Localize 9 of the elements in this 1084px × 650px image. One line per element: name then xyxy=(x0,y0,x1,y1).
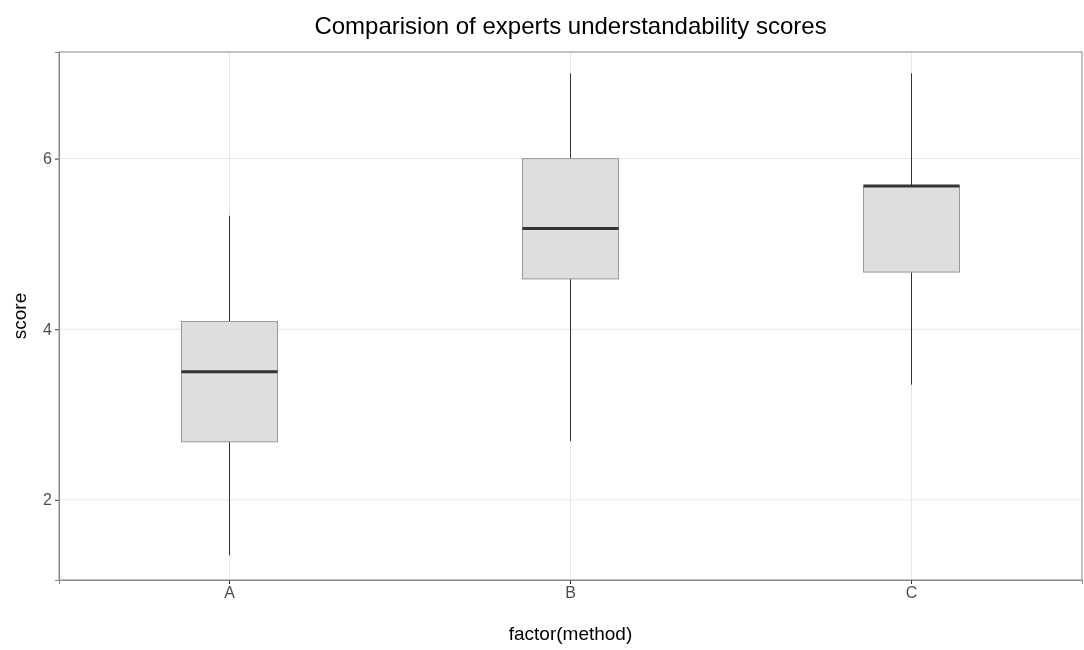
y-tick-label: 4 xyxy=(43,320,53,338)
x-tick-label: A xyxy=(224,584,236,602)
chart-title: Comparision of experts understandability scores xyxy=(314,12,827,39)
y-axis-title: score xyxy=(9,292,30,340)
x-tick-label: B xyxy=(565,584,576,602)
x-axis-title: factor(method) xyxy=(508,623,633,644)
x-tick-label: C xyxy=(905,584,918,602)
y-tick-label: 2 xyxy=(43,491,53,509)
y-tick-label: 6 xyxy=(43,150,53,168)
